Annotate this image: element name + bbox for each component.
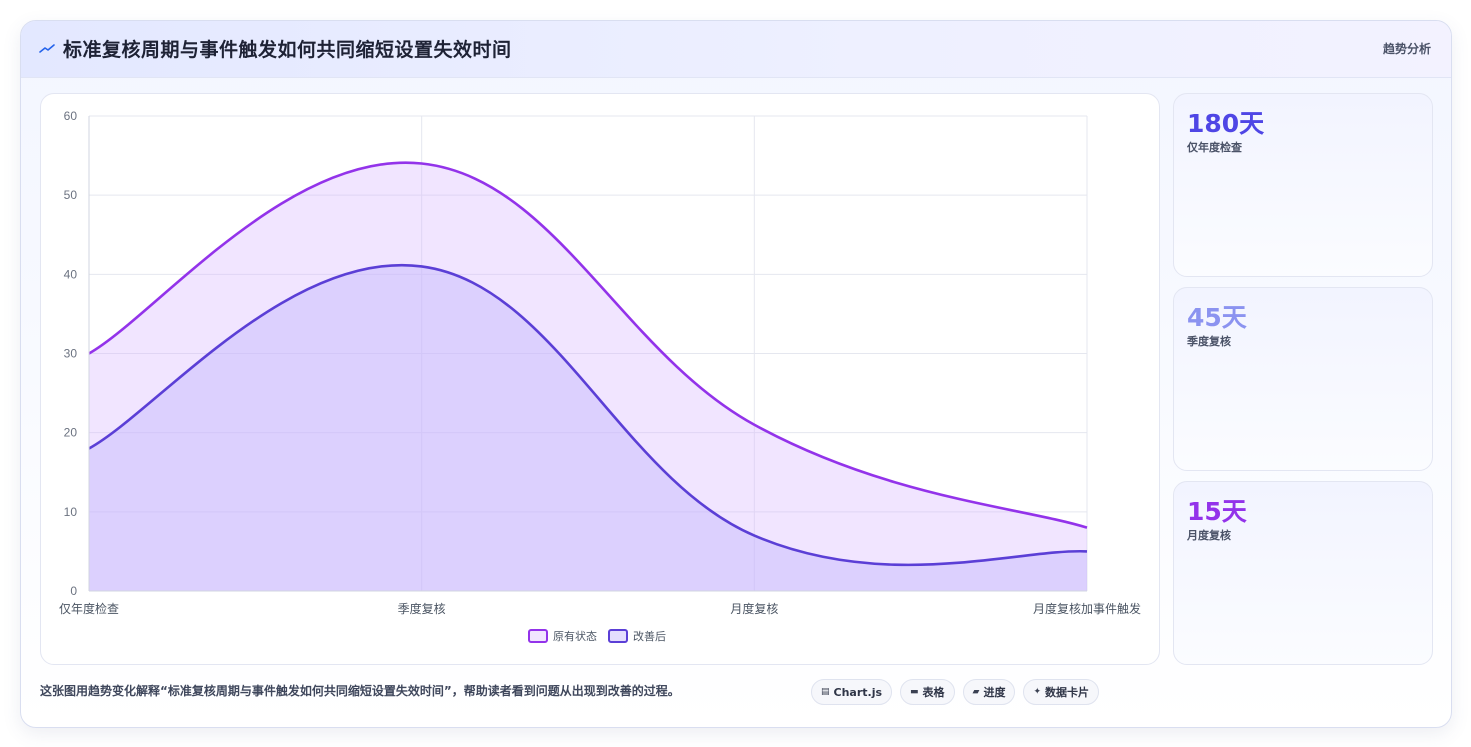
y-tick-label: 40 (64, 267, 78, 281)
stat-label: 月度复核 (1187, 529, 1231, 542)
y-tick-label: 30 (64, 347, 78, 361)
chip-table[interactable]: ▬ 表格 (900, 679, 955, 705)
stat-label: 仅年度检查 (1187, 141, 1242, 154)
stat-card-quarterly: 45天 季度复核 (1173, 287, 1433, 471)
card-header: 标准复核周期与事件触发如何共同缩短设置失效时间 趋势分析 (21, 21, 1451, 78)
series-area-1 (89, 265, 1087, 591)
legend-label: 改善后 (633, 629, 666, 643)
x-tick-label: 月度复核加事件触发 (1033, 601, 1141, 616)
chip-data-card[interactable]: ✦ 数据卡片 (1023, 679, 1100, 705)
main-card: 标准复核周期与事件触发如何共同缩短设置失效时间 趋势分析 0 10 20 30 40 50… (20, 20, 1452, 728)
y-tick-label: 60 (64, 109, 78, 123)
chip-label: 进度 (983, 686, 1006, 699)
y-tick-label: 0 (70, 584, 77, 598)
tech-chips: ▤ Chart.js ▬ 表格 ▰ 进度 ✦ 数据卡片 (811, 679, 1100, 705)
chart-description: 这张图用趋势变化解释“标准复核周期与事件触发如何共同缩短设置失效时间”，帮助读者… (40, 684, 680, 698)
y-tick-label: 20 (64, 426, 78, 440)
stat-value: 45天 (1187, 303, 1247, 332)
y-tick-label: 10 (64, 505, 78, 519)
stat-card-monthly: 15天 月度复核 (1173, 481, 1433, 665)
legend-label: 原有状态 (553, 629, 597, 643)
chart-panel: 0 10 20 30 40 50 60 仅年度检查 季度复核 月度复核 月度复核加事件触发原有状态 改… (40, 93, 1160, 665)
stat-card-annual: 180天 仅年度检查 (1173, 93, 1433, 277)
chip-label: 表格 (922, 686, 945, 699)
series-line-0 (88, 161, 1088, 529)
chip-label: Chart.js (833, 685, 883, 699)
page-title: 标准复核周期与事件触发如何共同缩短设置失效时间 (63, 39, 512, 61)
chart-icon: ▤ (821, 687, 830, 697)
chip-chartjs[interactable]: ▤ Chart.js (811, 679, 893, 705)
stat-label: 季度复核 (1187, 335, 1231, 348)
x-tick-label: 月度复核 (730, 601, 778, 616)
x-tick-label: 季度复核 (398, 601, 446, 616)
chip-label: 数据卡片 (1045, 686, 1090, 699)
legend-swatch (528, 629, 548, 643)
table-icon: ▬ (910, 687, 919, 697)
x-tick-label: 仅年度检查 (59, 601, 119, 616)
legend-swatch (608, 629, 628, 643)
stat-value: 15天 (1187, 497, 1247, 526)
series-area-0 (89, 162, 1087, 591)
series-line-1 (88, 263, 1088, 567)
section-tag: 趋势分析 (1382, 42, 1431, 56)
y-tick-label: 50 (64, 188, 78, 202)
progress-icon: ▰ (972, 687, 980, 697)
trend-line-icon (39, 44, 55, 53)
chip-progress[interactable]: ▰ 进度 (962, 679, 1016, 705)
sparkle-icon: ✦ (1033, 687, 1042, 697)
stat-value: 180天 (1187, 109, 1265, 138)
